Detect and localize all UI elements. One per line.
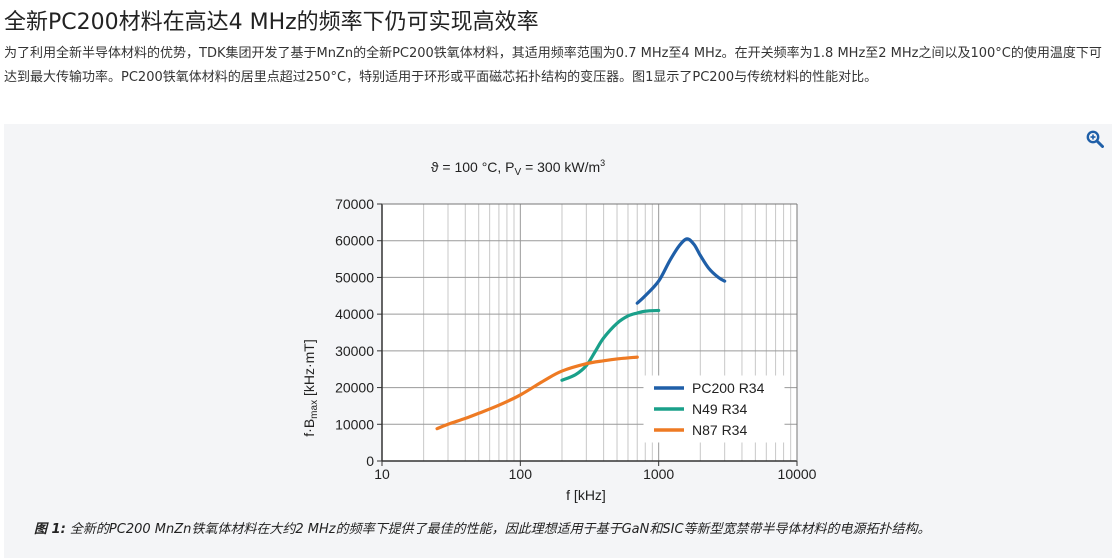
figure-caption: 图 1: 全新的PC200 MnZn铁氧体材料在大约2 MHz的频率下提供了最佳… bbox=[34, 518, 931, 537]
y-axis-label: f·Bmax [kHz·mT] bbox=[301, 339, 320, 436]
y-tick-label: 10000 bbox=[335, 416, 374, 432]
chart-title: ϑ = 100 °C, PV = 300 kW/m3 bbox=[431, 158, 605, 178]
chart-series bbox=[435, 237, 727, 431]
article-paragraph: 为了利用全新半导体材料的优势，TDK集团开发了基于MnZn的全新PC200铁氧体… bbox=[4, 46, 1102, 85]
chart-ticks: 0 10000 20000 30000 40000 50000 60000 70000 10 10… bbox=[335, 196, 817, 482]
caption-text: 全新的PC200 MnZn铁氧体材料在大约2 MHz的频率下提供了最佳的性能，因… bbox=[65, 522, 931, 537]
frequency-performance-chart: 0 10000 20000 30000 40000 50000 60000 70000 10 10… bbox=[301, 158, 817, 503]
chart-grid bbox=[381, 203, 797, 462]
y-tick-label: 70000 bbox=[335, 196, 374, 212]
x-tick-label: 10 bbox=[374, 466, 390, 482]
zoom-in-icon[interactable] bbox=[1086, 130, 1104, 148]
y-tick-label: 50000 bbox=[335, 269, 374, 285]
y-tick-label: 0 bbox=[366, 453, 374, 469]
chart-axes bbox=[381, 203, 798, 462]
series-line-n49-r34 bbox=[560, 308, 661, 382]
series-line-n87-r34 bbox=[435, 355, 639, 431]
x-tick-label: 1000 bbox=[643, 466, 674, 482]
y-tick-label: 60000 bbox=[335, 233, 374, 249]
y-tick-label: 40000 bbox=[335, 306, 374, 322]
series-line-pc200-r34 bbox=[635, 237, 727, 305]
figure-container: 0 10000 20000 30000 40000 50000 60000 70000 10 10… bbox=[4, 124, 1112, 558]
legend-label: PC200 R34 bbox=[692, 380, 765, 396]
legend-label: N49 R34 bbox=[692, 401, 747, 417]
x-axis-label: f [kHz] bbox=[566, 487, 606, 503]
article-title: 全新PC200材料在高达4 MHz的频率下仍可实现高效率 bbox=[4, 10, 539, 35]
x-tick-label: 100 bbox=[509, 466, 533, 482]
y-tick-label: 20000 bbox=[335, 380, 374, 396]
y-tick-label: 30000 bbox=[335, 343, 374, 359]
x-tick-label: 10000 bbox=[778, 466, 817, 482]
legend-label: N87 R34 bbox=[692, 422, 747, 438]
caption-label: 图 1: bbox=[34, 522, 66, 537]
chart-legend: PC200 R34 N49 R34 N87 R34 bbox=[643, 375, 785, 443]
